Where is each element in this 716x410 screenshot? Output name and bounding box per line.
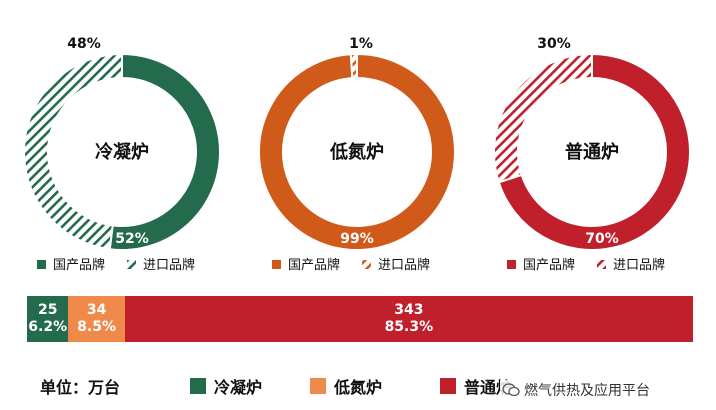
- bar-segment: 25 6.2%: [27, 296, 69, 342]
- watermark-text: 燃气供热及应用平台: [524, 383, 650, 399]
- segment-share: 85.3%: [384, 319, 434, 335]
- slice-percent-label: 99%: [340, 231, 374, 247]
- donut-slice-domestic: [258, 52, 456, 251]
- legend-item-low-nitrogen: 低氮炉: [310, 374, 382, 398]
- segment-value: 34: [86, 302, 107, 318]
- donut-center-label: 普通炉: [565, 141, 619, 163]
- bar-legend: 单位：万台 冷凝炉 低氮炉 普通炉: [40, 370, 700, 400]
- slice-percent-label: 30%: [537, 36, 571, 52]
- legend-swatch: [310, 378, 326, 394]
- stacked-volume-bar: 25 6.2% 34 8.5% 343 85.3%: [27, 296, 693, 342]
- legend-label: 国产品牌: [523, 257, 575, 273]
- legend-label: 低氮炉: [334, 378, 383, 397]
- legend-label: 国产品牌: [288, 257, 340, 273]
- slice-percent-label: 52%: [115, 231, 149, 247]
- donut-slice-imported: [23, 52, 123, 251]
- segment-value: 25: [37, 302, 58, 318]
- donut-slice-domestic: [108, 52, 221, 251]
- legend-swatch: [127, 260, 136, 269]
- slice-percent-label: 70%: [585, 231, 619, 247]
- legend-swatch: [440, 378, 456, 394]
- bar-segment: 343 85.3%: [124, 296, 693, 342]
- legend-swatch: [190, 378, 206, 394]
- donut-slice-domestic: [497, 52, 691, 251]
- legend-label: 进口品牌: [613, 257, 665, 273]
- donut-slice-imported: [493, 52, 593, 184]
- legend-label: 国产品牌: [53, 257, 105, 273]
- bar-segment: 34 8.5%: [68, 296, 125, 342]
- slice-percent-label: 1%: [349, 36, 373, 52]
- wechat-icon: [502, 383, 520, 397]
- watermark: 燃气供热及应用平台: [500, 380, 652, 400]
- legend-label: 进口品牌: [378, 257, 430, 273]
- legend-label: 进口品牌: [143, 257, 195, 273]
- donut-center-label: 低氮炉: [329, 141, 384, 163]
- segment-share: 8.5%: [77, 319, 116, 335]
- donut-center-label: 冷凝炉: [95, 141, 149, 163]
- legend-item-condensing: 冷凝炉: [190, 374, 262, 398]
- segment-share: 6.2%: [28, 319, 68, 335]
- legend-swatch: [507, 260, 516, 269]
- legend-label: 冷凝炉: [214, 378, 263, 397]
- donut-slice-imported: [349, 52, 358, 80]
- segment-value: 343: [394, 302, 424, 318]
- slice-percent-label: 48%: [67, 36, 101, 52]
- legend-swatch: [362, 260, 371, 269]
- legend-swatch: [37, 260, 46, 269]
- legend-swatch: [597, 260, 606, 269]
- legend-swatch: [272, 260, 281, 269]
- unit-label: 单位：万台: [40, 378, 121, 397]
